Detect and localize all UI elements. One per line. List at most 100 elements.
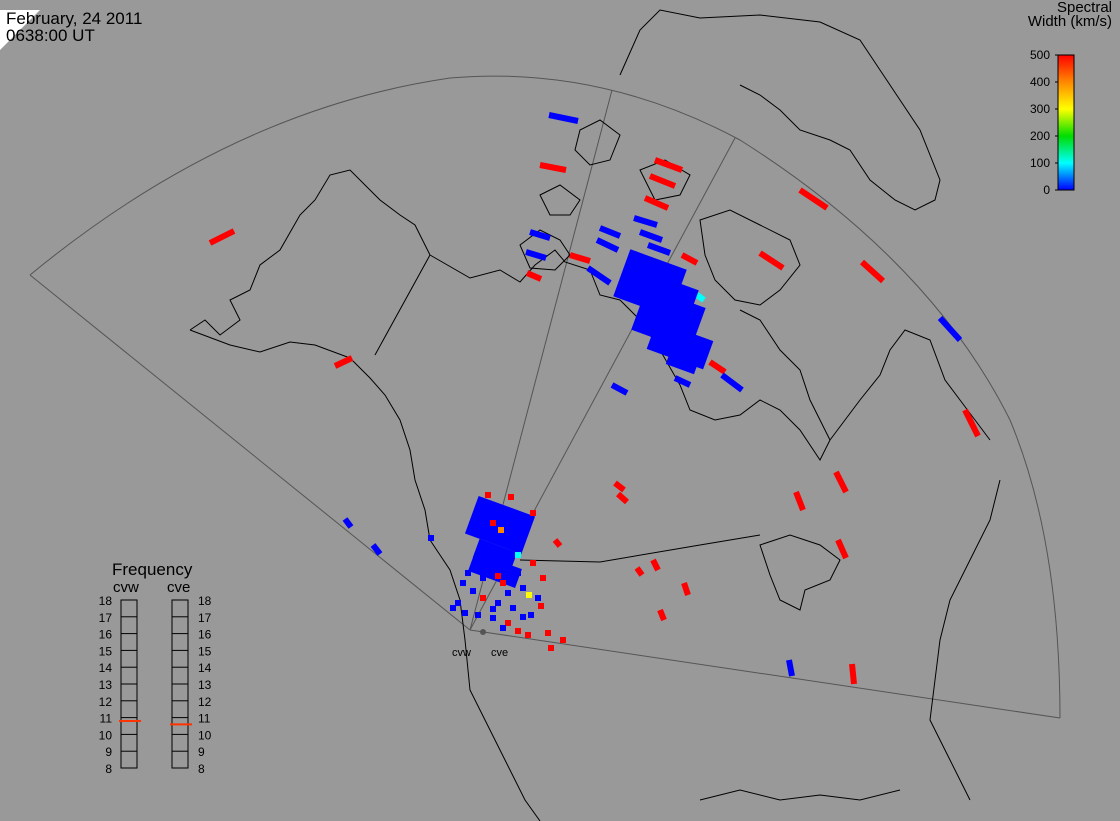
freq-tick-left: 10 [99,728,113,742]
arctic-island-3 [539,184,581,216]
arctic-island-2 [574,119,621,166]
scatter-cell [538,603,544,609]
scatter-segment [208,228,236,246]
freq-tick-right: 17 [198,611,212,625]
scatter-cell [470,588,476,594]
freq-tick-right: 15 [198,644,212,658]
scatter-patch [468,552,522,588]
scatter-segment [638,229,664,243]
scatter-segment [650,558,661,572]
scatter-segment [634,566,645,577]
scatter-cell [505,620,511,626]
scatter-cell [515,628,521,634]
scatter-cell [545,630,551,636]
alaska-panhandle [349,357,431,541]
frequency-radar-cve: cve [167,579,191,596]
legend-title-line2: Width (km/s) [1027,13,1112,30]
scatter-cell [515,570,521,576]
coastlines [189,9,1001,821]
frequency-markers [119,719,192,726]
site-label-cve: cve [491,647,509,659]
scatter-cell [535,595,541,601]
scatter-cell [548,645,554,651]
scatter-segment [598,225,622,239]
scatter-segment [680,252,699,266]
freq-tick-left: 14 [99,661,113,675]
radar-sites [480,629,486,635]
globe-edge [0,10,40,50]
scatter-cell [450,605,456,611]
scatter-cell [490,606,496,612]
scatter-segment [648,173,677,189]
scatter-segment [633,215,658,228]
frequency-title: Frequency [112,560,193,579]
frequency-ticks: 18 18 17 17 16 16 15 15 14 14 13 13 12 12 11 11 10 10 9 9 8 8 [99,594,212,776]
freq-tick-right: 8 [198,762,205,776]
scatter-cell [495,573,501,579]
scatter-segment [529,229,551,241]
scatter-segment [657,608,667,622]
scatter-segment [586,265,612,286]
freq-tick-right: 14 [198,661,212,675]
color-bar-tick: 0 [1043,183,1050,197]
time-label: 0638:00 UT [6,26,95,45]
scatter-cell [428,535,434,541]
scatter-cell [510,605,516,611]
freq-tick-left: 17 [99,611,113,625]
east-coast [929,479,1001,801]
scatter-cell [560,637,566,643]
date-label: February, 24 2011 [6,9,143,28]
scatter-segment [849,663,857,685]
scatter-segment [569,252,591,264]
scatter-segment [673,375,692,388]
scatter-cell [520,585,526,591]
scatter-cell [508,494,514,500]
scatter-cell [526,592,532,598]
color-bar-ticks: 500 400 300 200 100 0 [1030,48,1058,197]
scatter-cell [520,614,526,620]
scatter-segment [937,315,963,343]
scatter-segment [613,480,626,493]
scatter-cell [455,600,461,606]
fov-west-edge [29,274,471,631]
scatter-cells [208,112,981,685]
scatter-cell [465,570,471,576]
scatter-segment [370,543,383,556]
freq-tick-right: 10 [198,728,212,742]
hudson-bay [619,299,831,461]
greenland-coast [619,9,941,211]
scatter-segment [616,491,629,505]
scatter-segment [643,195,670,211]
scatter-cell [480,575,486,581]
scatter-cell [490,615,496,621]
freq-tick-right: 16 [198,628,212,642]
scatter-segment [552,538,563,548]
legend-title-line1: Spectral [1056,0,1112,16]
gulf-coast [699,789,901,801]
scatter-segment [835,538,849,560]
scatter-segment [859,259,886,284]
scatter-cell [498,527,504,533]
scatter-cell [530,560,536,566]
scatter-cell [462,610,468,616]
scatter-cell [525,632,531,638]
scatter-segment [653,157,684,173]
freq-tick-left: 18 [99,594,113,608]
freq-tick-right: 9 [198,745,205,759]
scatter-cell [500,625,506,631]
scatter-cell [515,552,521,558]
scatter-segment [333,355,354,369]
baffin-island [699,209,801,306]
scatter-segment [720,372,744,393]
scatter-segment [548,112,579,124]
scatter-patch [665,335,705,375]
radar-fov [29,75,1061,719]
west-coast [429,539,541,821]
freq-tick-left: 16 [99,628,113,642]
scatter-segment [681,582,691,596]
scatter-cell [480,595,486,601]
color-bar-tick: 200 [1030,129,1050,143]
freq-tick-right: 11 [198,712,211,726]
scatter-patch [464,495,536,555]
